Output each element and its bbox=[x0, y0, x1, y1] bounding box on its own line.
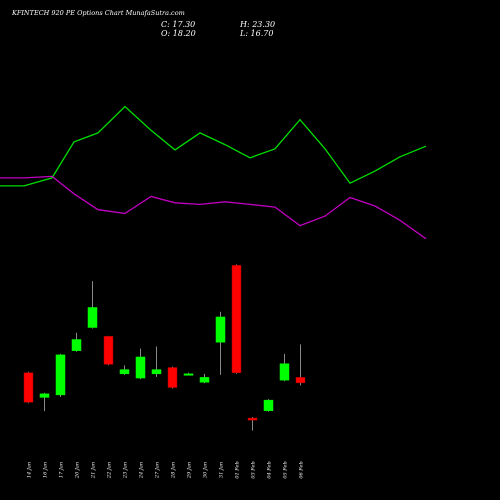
candle-down bbox=[103, 336, 114, 365]
x-tick-label: 24 Jan bbox=[139, 462, 145, 479]
chart-title: KFINTECH 920 PE Options Chart MunafaSutr… bbox=[12, 9, 185, 17]
x-tick-label: 04 Feb bbox=[267, 461, 273, 478]
candle-up bbox=[151, 369, 162, 375]
x-tick-label: 31 Jan bbox=[219, 462, 225, 478]
close-value: C: 17.30 bbox=[161, 20, 196, 29]
x-tick-label: 05 Feb bbox=[283, 461, 289, 478]
candle-down bbox=[231, 265, 242, 374]
high-value: H: 23.30 bbox=[240, 20, 276, 29]
x-tick-label: 16 Jan bbox=[43, 462, 49, 478]
x-tick-label: 23 Jan bbox=[123, 462, 129, 479]
candle-up bbox=[263, 399, 274, 411]
candle-up bbox=[39, 393, 50, 398]
x-tick-label: 06 Feb bbox=[299, 461, 305, 478]
candle-up bbox=[55, 354, 66, 396]
candle-up bbox=[183, 373, 194, 376]
low-value: L: 16.70 bbox=[240, 29, 274, 38]
candle-up bbox=[119, 369, 130, 375]
x-tick-label: 17 Jan bbox=[59, 462, 65, 478]
x-tick-label: 27 Jan bbox=[155, 462, 161, 479]
purple-line-series bbox=[0, 175, 427, 240]
x-tick-label: 22 Jan bbox=[107, 462, 113, 479]
candle-up bbox=[215, 316, 226, 343]
x-tick-label: 21 Jan bbox=[91, 462, 97, 479]
candle-up bbox=[71, 339, 82, 351]
candle-down bbox=[247, 417, 258, 421]
x-tick-label: 30 Jan bbox=[203, 462, 209, 478]
candle-down bbox=[295, 377, 306, 384]
green-line-series bbox=[0, 105, 427, 187]
candle-down bbox=[23, 372, 34, 403]
candle-up bbox=[87, 307, 98, 328]
candle-down bbox=[167, 367, 178, 388]
x-tick-label: 14 Jan bbox=[27, 462, 33, 478]
candle-up bbox=[199, 377, 210, 383]
x-tick-label: 28 Jan bbox=[171, 462, 177, 479]
candle-up bbox=[279, 363, 290, 381]
x-tick-label: 01 Feb bbox=[235, 461, 241, 478]
candle-up bbox=[135, 356, 146, 379]
x-tick-label: 20 Jan bbox=[75, 462, 81, 479]
x-tick-label: 03 Feb bbox=[251, 461, 257, 478]
x-tick-label: 29 Jan bbox=[187, 462, 193, 479]
open-value: O: 18.20 bbox=[161, 29, 196, 38]
